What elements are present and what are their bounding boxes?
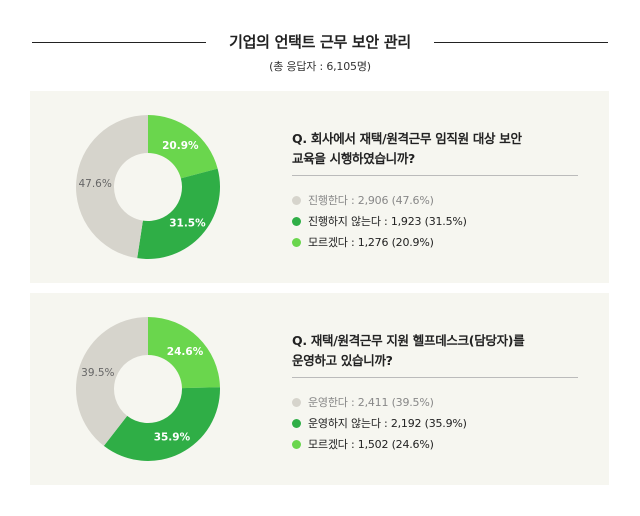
legend-item-yes: 운영한다 : 2,411 (39.5%): [292, 392, 467, 412]
legend-item-no: 진행하지 않는다 : 1,923 (31.5%): [292, 211, 467, 231]
slice-label-1: 31.5%: [169, 217, 206, 229]
legend-item-unknown: 모르겠다 : 1,276 (20.9%): [292, 232, 467, 252]
legend-item-yes: 진행한다 : 2,906 (47.6%): [292, 190, 467, 210]
page-title: 기업의 언택트 근무 보안 관리: [229, 33, 411, 51]
donut-chart-1: 20.9% 31.5% 47.6%: [76, 115, 220, 259]
slice-label-0: 20.9%: [162, 140, 199, 152]
donut-slice-2: [76, 115, 148, 259]
legend-dot: [292, 195, 301, 205]
title-rule-right: [434, 42, 608, 43]
question-line: 교육을 시행하였습니까?: [292, 151, 416, 166]
donut-slice-0: [148, 115, 218, 179]
slice-label-1: 35.9%: [154, 431, 191, 443]
legend-dot: [292, 439, 301, 449]
question-line: 운영하고 있습니까?: [292, 353, 393, 368]
slice-label-0: 24.6%: [167, 346, 204, 358]
donut-slice-1: [103, 387, 220, 461]
slice-label-2: 47.6%: [78, 178, 111, 190]
slice-label-2: 39.5%: [81, 367, 114, 379]
legend-label: 운영한다 : 2,411 (39.5%): [308, 396, 434, 409]
legend-label: 모르겠다 : 1,276 (20.9%): [308, 236, 434, 249]
legend-label: 모르겠다 : 1,502 (24.6%): [308, 438, 434, 451]
divider: [292, 175, 578, 176]
legend-dot: [292, 237, 301, 247]
legend-dot: [292, 216, 301, 226]
donut-slice-1: [137, 168, 220, 259]
legend-dot: [292, 397, 301, 407]
header: 기업의 언택트 근무 보안 관리: [0, 30, 640, 54]
legend-item-no: 운영하지 않는다 : 2,192 (35.9%): [292, 413, 467, 433]
title-rule-left: [32, 42, 206, 43]
legend-item-unknown: 모르겠다 : 1,502 (24.6%): [292, 434, 467, 454]
legend-2: 운영한다 : 2,411 (39.5%) 운영하지 않는다 : 2,192 (3…: [292, 392, 467, 455]
legend-label: 운영하지 않는다 : 2,192 (35.9%): [308, 417, 467, 430]
question-text-1: Q. 회사에서 재택/원격근무 임직원 대상 보안 교육을 시행하였습니까?: [292, 129, 582, 169]
legend-dot: [292, 418, 301, 428]
donut-chart-2: 24.6% 35.9% 39.5%: [76, 317, 220, 461]
question-line: Q. 회사에서 재택/원격근무 임직원 대상 보안: [292, 131, 522, 146]
legend-label: 진행한다 : 2,906 (47.6%): [308, 194, 434, 207]
legend-1: 진행한다 : 2,906 (47.6%) 진행하지 않는다 : 1,923 (3…: [292, 190, 467, 253]
donut-slice-0: [148, 317, 220, 389]
page-subtitle: (총 응답자 : 6,105명): [269, 60, 371, 73]
survey-panel-2: 24.6% 35.9% 39.5% Q. 재택/원격근무 지원 헬프데스크(담당자)…: [30, 293, 609, 485]
donut-slice-2: [76, 317, 148, 446]
divider: [292, 377, 578, 378]
question-line: Q. 재택/원격근무 지원 헬프데스크(담당자)를: [292, 333, 525, 348]
legend-label: 진행하지 않는다 : 1,923 (31.5%): [308, 215, 467, 228]
survey-panel-1: 20.9% 31.5% 47.6% Q. 회사에서 재택/원격근무 임직원 대상 보…: [30, 91, 609, 283]
question-text-2: Q. 재택/원격근무 지원 헬프데스크(담당자)를 운영하고 있습니까?: [292, 331, 582, 371]
